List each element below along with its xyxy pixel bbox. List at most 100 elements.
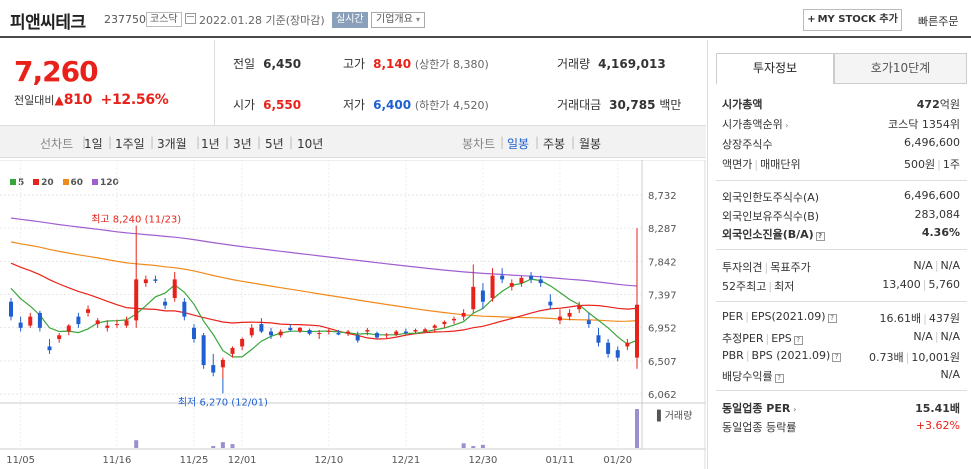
low-annotation: 최저 6,270 (12/01)	[178, 396, 268, 408]
candle-chart-label[interactable]: 봉차트	[462, 137, 496, 151]
candle-body	[538, 279, 543, 284]
period-10y[interactable]: 10년	[297, 137, 324, 151]
help-icon[interactable]: ?	[793, 336, 803, 345]
candle-body	[548, 301, 553, 306]
period-3y[interactable]: 3년	[233, 137, 252, 151]
separator: |	[196, 135, 201, 149]
volume-bar	[471, 446, 476, 448]
period-5y[interactable]: 5년	[265, 137, 284, 151]
quick-order-link[interactable]: 빠른주문	[918, 15, 959, 28]
x-tick-label: 12/01	[228, 455, 257, 466]
tab-invest-info[interactable]: 투자정보	[716, 53, 834, 84]
help-icon[interactable]: ?	[815, 232, 825, 241]
market-cap-row: 시가총액 472억원	[722, 96, 960, 112]
ma60-line	[10, 241, 638, 322]
open-price: 시가 6,550	[233, 96, 301, 113]
foreign-hold-label: 외국인보유주식수(B)	[722, 210, 820, 223]
help-icon[interactable]: ?	[832, 353, 842, 362]
target-text: N/A	[940, 259, 960, 272]
separator: |	[905, 351, 910, 364]
realtime-button[interactable]: 실시간	[332, 12, 368, 28]
y-tick-label: 7,842	[648, 257, 677, 268]
legend-swatch	[33, 179, 40, 185]
current-price: 7,260	[14, 55, 99, 88]
period-1y[interactable]: 1년	[201, 137, 220, 151]
candle-weekly[interactable]: 주봉	[543, 137, 566, 151]
stock-code: 237750	[104, 13, 146, 26]
industry-per-label: 동일업종 PER	[722, 402, 791, 415]
w52-high-label: 52주최고	[722, 280, 767, 293]
pbr-label: PBR	[722, 349, 744, 362]
tab-orderbook[interactable]: 호가10단계	[834, 53, 967, 84]
candle-monthly[interactable]: 월봉	[579, 137, 602, 151]
par-unit: 500원	[904, 158, 936, 171]
market-cap-label: 시가총액	[722, 98, 763, 111]
volume-bar	[134, 440, 139, 448]
candle-body	[509, 283, 514, 287]
foreign-ratio-row: 외국인소진율(B/A)? 4.36%	[722, 226, 960, 242]
volume-label: ▌거래량	[656, 409, 692, 422]
legend-swatch	[10, 179, 16, 185]
candle-body	[269, 331, 274, 336]
eps-label: EPS(2021.09)	[750, 310, 826, 323]
change-value: 810	[63, 92, 93, 108]
candle-body	[172, 279, 177, 299]
per-value: 16.61배 | 437원	[880, 310, 960, 326]
foreign-ratio-value: 4.36%	[921, 226, 960, 239]
est-per-text: N/A	[913, 330, 933, 343]
candle-body	[586, 320, 591, 325]
candle-body	[259, 324, 264, 332]
add-mystock-button[interactable]: + MY STOCK 추가	[803, 9, 902, 31]
candle-body	[461, 312, 466, 317]
candle-body	[76, 316, 81, 325]
separator: |	[768, 280, 773, 293]
high-value: 8,140	[373, 57, 412, 71]
help-icon[interactable]: ?	[827, 314, 837, 323]
candle-body	[134, 279, 139, 321]
plus-icon: +	[807, 14, 816, 25]
par-key: 액면가 | 매매단위	[722, 156, 801, 172]
separator: |	[754, 158, 759, 171]
y-tick-label: 8,732	[648, 191, 677, 202]
opinion-key: 투자의견 | 목표주가	[722, 259, 811, 275]
low-value: 6,400	[373, 98, 412, 112]
period-1w[interactable]: 1주일	[115, 137, 145, 151]
candle-body	[105, 325, 110, 328]
market-cap-unit: 억원	[939, 98, 960, 111]
candle-body	[500, 275, 505, 280]
separator: |	[571, 135, 576, 149]
legend-ma120-label: 120	[99, 178, 119, 188]
price-chart[interactable]: 8,732 8,287 7,842 7,397 6,952 6,507 6,062 11/05…	[0, 160, 706, 469]
help-icon[interactable]: ?	[774, 374, 784, 383]
period-1d[interactable]: 1일	[84, 137, 103, 151]
line-chart-label[interactable]: 선차트	[40, 137, 74, 151]
candle-body	[625, 342, 630, 347]
w52-key: 52주최고 | 최저	[722, 278, 794, 294]
per-row: PER | EPS(2021.09)? 16.61배 | 437원	[722, 310, 960, 326]
candle-body	[346, 331, 351, 334]
per-key: PER | EPS(2021.09)?	[722, 310, 837, 323]
candle-body	[384, 334, 389, 336]
period-3m[interactable]: 3개월	[157, 137, 187, 151]
est-per-key: 추정PER | EPS?	[722, 330, 803, 346]
market-cap-value: 472억원	[917, 96, 960, 112]
separator: |	[923, 312, 927, 325]
low-price: 저가 6,400 (하한가 4,520)	[343, 96, 489, 113]
candle-body	[519, 277, 524, 284]
up-arrow-icon: ▲	[54, 93, 64, 107]
price-change: 전일대비▲810 +12.56%	[14, 92, 169, 108]
candle-body	[182, 301, 187, 317]
est-per-value: N/A | N/A	[913, 330, 960, 343]
high-annotation: 최고 8,240 (11/23)	[91, 214, 181, 226]
candle-body	[57, 335, 62, 339]
par-row: 액면가 | 매매단위 500원 | 1주	[722, 156, 960, 172]
amount-label: 거래대금	[557, 98, 602, 112]
corp-info-dropdown[interactable]: 기업개요 ▾	[371, 12, 426, 28]
foreign-ratio-key: 외국인소진율(B/A)?	[722, 226, 825, 242]
eps-text: 437원	[928, 312, 960, 325]
market-badge: 코스닥	[146, 12, 182, 27]
volume-bar	[211, 446, 216, 448]
divider	[716, 180, 967, 181]
volume: 거래량 4,169,013	[557, 55, 666, 72]
candle-daily[interactable]: 일봉	[507, 137, 530, 151]
